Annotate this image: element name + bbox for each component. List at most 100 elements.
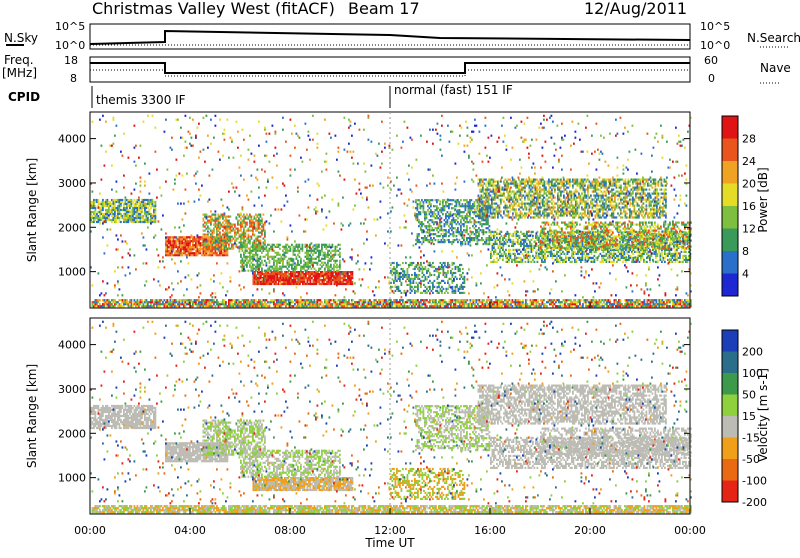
range-gate-cell: [493, 179, 495, 181]
range-gate-cell: [248, 299, 250, 301]
range-gate-cell: [108, 207, 110, 209]
range-gate-cell: [263, 226, 265, 228]
range-gate-cell: [474, 203, 476, 205]
range-gate-cell: [542, 199, 544, 201]
range-gate-cell: [477, 303, 479, 305]
range-gate-cell: [407, 301, 409, 303]
range-gate-cell: [251, 252, 253, 254]
range-gate-cell: [436, 201, 438, 203]
range-gate-cell: [221, 224, 223, 226]
range-gate-cell: [532, 189, 534, 191]
range-gate-cell: [518, 208, 520, 210]
range-gate-cell: [227, 242, 229, 244]
range-gate-cell: [466, 239, 468, 241]
range-gate-cell: [230, 232, 232, 234]
range-gate-cell: [300, 260, 302, 262]
range-gate-cell: [243, 244, 245, 246]
cpid-label: CPID: [8, 90, 40, 104]
nave-label: Nave: [760, 61, 791, 75]
range-gate-cell: [303, 268, 305, 270]
range-gate-cell: [137, 219, 139, 221]
range-gate-cell: [429, 223, 431, 225]
range-gate-cell: [462, 215, 464, 217]
range-gate-cell: [570, 299, 572, 301]
range-gate-cell: [246, 266, 248, 268]
range-gate-cell: [416, 282, 418, 284]
range-gate-cell: [266, 262, 268, 264]
range-gate-cell: [638, 305, 640, 307]
range-gate-cell: [264, 240, 266, 242]
range-gate-cell: [407, 272, 409, 274]
range-gate-cell: [329, 250, 331, 252]
range-gate-cell: [482, 185, 484, 187]
range-gate-cell: [353, 299, 355, 301]
range-gate-cell: [293, 252, 295, 254]
range-gate-cell: [453, 217, 455, 219]
range-gate-cell: [517, 201, 519, 203]
range-gate-cell: [230, 238, 232, 240]
range-gate-cell: [444, 219, 446, 221]
range-gate-cell: [290, 250, 292, 252]
range-gate-cell: [478, 214, 480, 216]
range-gate-cell: [245, 226, 247, 228]
range-gate-cell: [517, 212, 519, 214]
range-gate-cell: [429, 301, 431, 303]
range-gate-cell: [548, 214, 550, 216]
range-gate-cell: [526, 214, 528, 216]
range-gate-cell: [141, 209, 143, 211]
range-gate-cell: [317, 248, 319, 250]
range-gate-cell: [471, 233, 473, 235]
range-gate-cell: [503, 212, 505, 214]
range-gate-cell: [464, 282, 466, 284]
range-gate-cell: [352, 271, 354, 273]
freq-tick-high: 18: [64, 54, 78, 67]
range-gate-cell: [310, 275, 312, 277]
range-gate-cell: [425, 276, 427, 278]
range-gate-cell: [240, 228, 242, 230]
range-gate-cell: [135, 205, 137, 207]
range-gate-cell: [276, 266, 278, 268]
range-gate-cell: [423, 207, 425, 209]
range-gate-cell: [261, 270, 263, 272]
range-gate-cell: [460, 199, 462, 201]
range-gate-cell: [479, 181, 481, 183]
range-gate-cell: [451, 223, 453, 225]
range-gate-cell: [323, 281, 325, 283]
range-gate-cell: [418, 199, 420, 201]
range-gate-cell: [538, 199, 540, 201]
range-gate-cell: [461, 274, 463, 276]
range-gate-cell: [221, 250, 223, 252]
range-gate-cell: [245, 248, 247, 250]
range-gate-cell: [176, 299, 178, 301]
range-gate-cell: [246, 224, 248, 226]
range-gate-cell: [263, 264, 265, 266]
range-gate-cell: [213, 240, 215, 242]
range-gate-cell: [506, 189, 508, 191]
range-gate-cell: [258, 218, 260, 220]
range-gate-cell: [329, 254, 331, 256]
range-gate-cell: [420, 286, 422, 288]
range-gate-cell: [488, 203, 490, 205]
range-gate-cell: [279, 248, 281, 250]
range-gate-cell: [239, 299, 241, 301]
range-gate-cell: [315, 270, 317, 272]
range-gate-cell: [555, 301, 557, 303]
range-gate-cell: [483, 239, 485, 241]
range-gate-cell: [438, 199, 440, 201]
range-gate-cell: [240, 254, 242, 256]
range-gate-cell: [285, 266, 287, 268]
range-gate-cell: [455, 288, 457, 290]
range-gate-cell: [111, 211, 113, 213]
range-gate-cell: [194, 236, 196, 238]
range-gate-cell: [311, 260, 313, 262]
range-gate-cell: [508, 212, 510, 214]
range-gate-cell: [144, 209, 146, 211]
range-gate-cell: [535, 181, 537, 183]
range-gate-cell: [447, 292, 449, 294]
range-gate-cell: [521, 205, 523, 207]
range-gate-cell: [508, 187, 510, 189]
range-gate-cell: [237, 232, 239, 234]
range-gate-cell: [261, 301, 263, 303]
range-gate-cell: [456, 235, 458, 237]
range-gate-cell: [530, 206, 532, 208]
